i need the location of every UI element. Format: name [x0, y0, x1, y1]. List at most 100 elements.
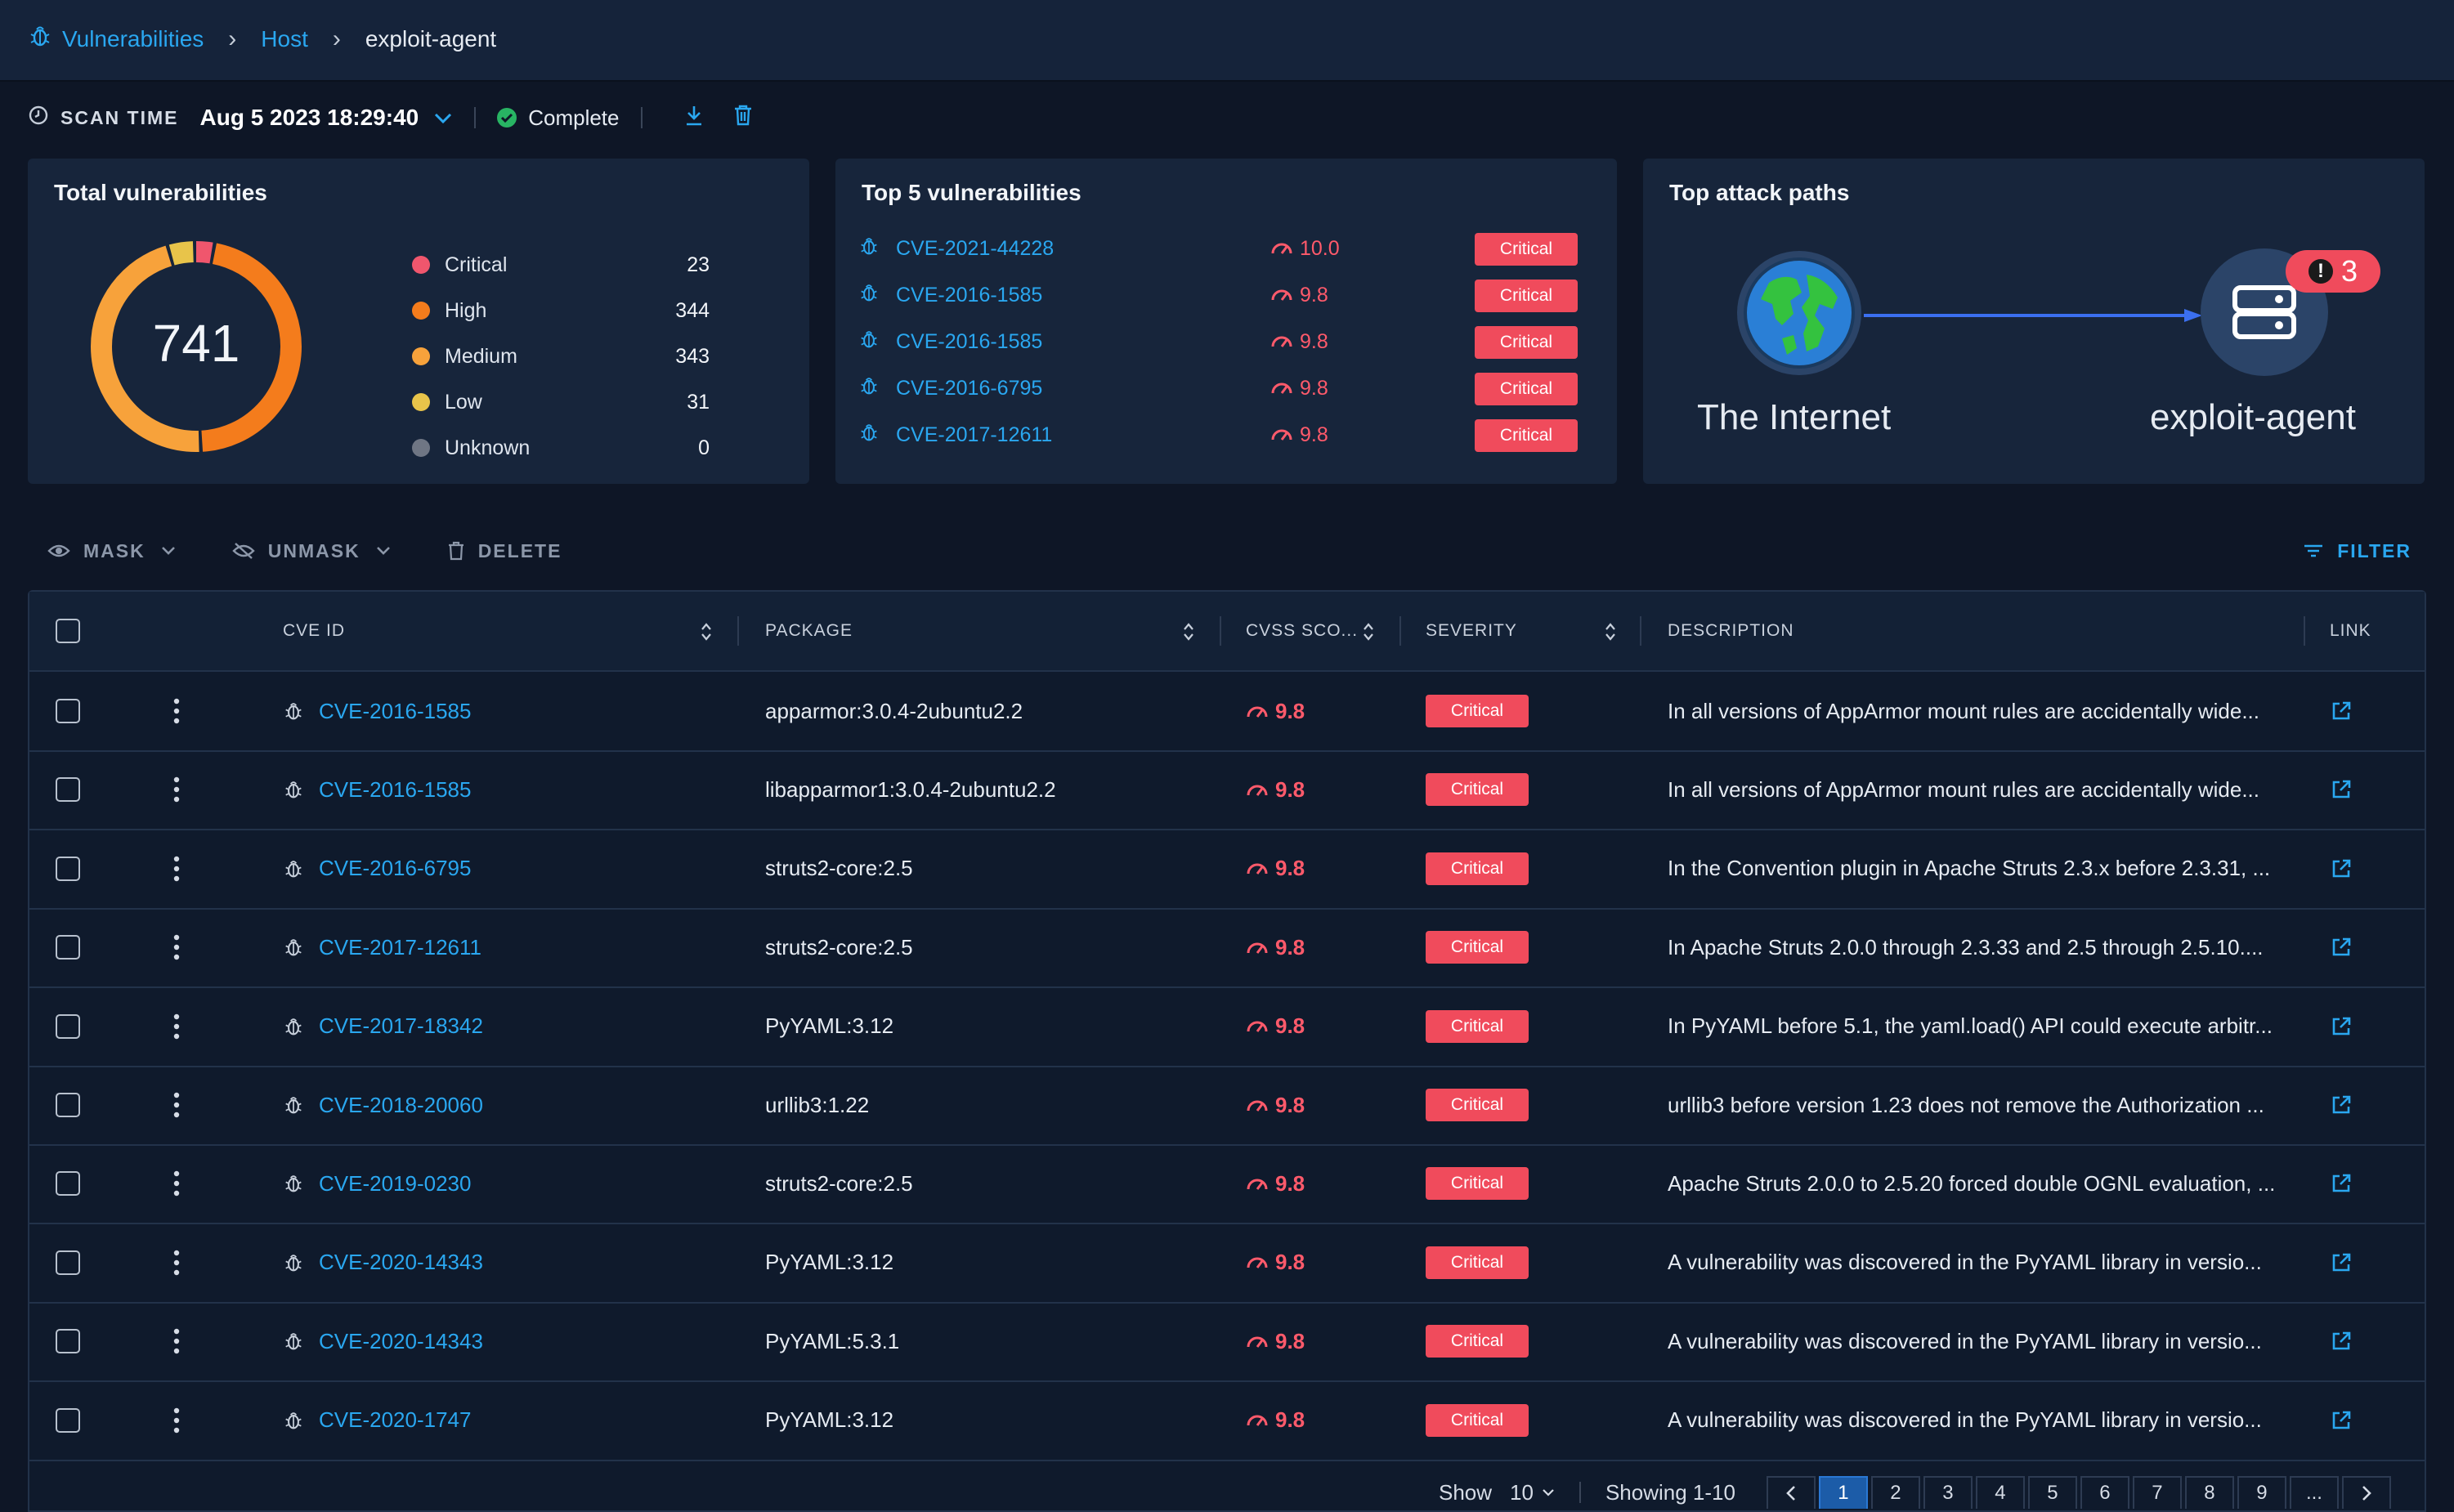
page-button[interactable]: 3 [1923, 1476, 1973, 1509]
row-menu-icon[interactable] [173, 1066, 180, 1144]
row-checkbox[interactable] [56, 987, 80, 1066]
row-checkbox[interactable] [56, 672, 80, 750]
row-checkbox[interactable] [56, 1066, 80, 1144]
external-link-icon[interactable] [2330, 1144, 2353, 1223]
table-row[interactable]: CVE-2018-20060 urllib3:1.22 9.8 Critical url… [29, 1066, 2425, 1146]
page-button[interactable]: 1 [1818, 1476, 1868, 1509]
sort-icon[interactable] [1182, 621, 1195, 642]
page-size-select[interactable]: 10 [1510, 1480, 1555, 1505]
header-package[interactable]: PACKAGE [765, 621, 853, 640]
row-menu-icon[interactable] [173, 908, 180, 986]
sort-icon[interactable] [1362, 621, 1375, 642]
table-row[interactable]: CVE-2017-18342 PyYAML:3.12 9.8 Critical In P… [29, 987, 2425, 1067]
cve-link[interactable]: CVE-2020-14343 [319, 1250, 483, 1275]
table-row[interactable]: CVE-2020-14343 PyYAML:3.12 9.8 Critical A vu… [29, 1223, 2425, 1304]
table-row[interactable]: CVE-2016-1585 libapparmor1:3.0.4-2ubuntu2… [29, 750, 2425, 831]
external-link-icon[interactable] [2330, 987, 2353, 1066]
clock-icon [28, 105, 49, 132]
table-row[interactable]: CVE-2019-0230 struts2-core:2.5 9.8 Critical… [29, 1144, 2425, 1225]
severity-badge: Critical [1426, 773, 1529, 807]
breadcrumb-vulnerabilities[interactable]: Vulnerabilities [62, 25, 204, 51]
cve-link[interactable]: CVE-2017-12611 [896, 423, 1053, 446]
external-link-icon[interactable] [2330, 908, 2353, 986]
row-checkbox[interactable] [56, 1144, 80, 1223]
table-row[interactable]: CVE-2020-1747 PyYAML:3.12 9.8 Critical A vul… [29, 1381, 2425, 1461]
row-menu-icon[interactable] [173, 1302, 180, 1380]
row-checkbox[interactable] [56, 750, 80, 829]
cve-link[interactable]: CVE-2016-6795 [896, 377, 1043, 400]
row-checkbox[interactable] [56, 1223, 80, 1302]
cve-link[interactable]: CVE-2020-14343 [319, 1328, 483, 1353]
cve-link[interactable]: CVE-2019-0230 [319, 1170, 472, 1196]
page-button[interactable]: 2 [1870, 1476, 1920, 1509]
row-menu-icon[interactable] [173, 830, 180, 908]
header-cve-id[interactable]: CVE ID [283, 621, 346, 640]
filter-icon [2304, 544, 2323, 557]
column-divider [2304, 616, 2305, 646]
unmask-button[interactable]: UNMASK [232, 540, 405, 562]
row-checkbox[interactable] [56, 830, 80, 908]
page-button[interactable]: 7 [2132, 1476, 2182, 1509]
row-menu-icon[interactable] [173, 1381, 180, 1460]
row-checkbox[interactable] [56, 1381, 80, 1460]
cve-link[interactable]: CVE-2016-6795 [319, 856, 472, 881]
download-icon[interactable] [683, 104, 705, 132]
severity-cell: Critical [1426, 830, 1529, 908]
table-row[interactable]: CVE-2016-1585 apparmor:3.0.4-2ubuntu2.2 9.… [29, 672, 2425, 752]
external-link-icon[interactable] [2330, 1381, 2353, 1460]
chevron-down-icon[interactable] [433, 105, 453, 131]
cve-link[interactable]: CVE-2017-12611 [319, 934, 481, 960]
sort-icon[interactable] [1604, 621, 1617, 642]
row-menu-icon[interactable] [173, 987, 180, 1066]
external-link-icon[interactable] [2330, 672, 2353, 750]
mask-button[interactable]: MASK [47, 540, 190, 562]
filter-button[interactable]: FILTER [2303, 536, 2411, 566]
trash-icon [448, 541, 463, 561]
external-link-icon[interactable] [2330, 1066, 2353, 1144]
row-menu-icon[interactable] [173, 1223, 180, 1302]
row-checkbox[interactable] [56, 908, 80, 986]
trash-icon[interactable] [732, 104, 754, 132]
cve-link[interactable]: CVE-2016-1585 [896, 330, 1043, 353]
cve-link[interactable]: CVE-2016-1585 [319, 698, 472, 723]
scan-time-value[interactable]: Aug 5 2023 18:29:40 [199, 105, 419, 130]
page-button[interactable]: ... [2289, 1476, 2339, 1509]
breadcrumb: Vulnerabilities › Host › exploit-agent [29, 25, 496, 53]
cve-link[interactable]: CVE-2018-20060 [319, 1092, 483, 1117]
page-button[interactable]: 4 [1975, 1476, 2025, 1509]
cvss-score: 9.8 [1246, 1066, 1305, 1144]
sort-icon[interactable] [700, 621, 713, 642]
external-link-icon[interactable] [2330, 750, 2353, 829]
table-row[interactable]: CVE-2017-12611 struts2-core:2.5 9.8 Critica… [29, 908, 2425, 989]
page-button[interactable]: 8 [2184, 1476, 2234, 1509]
globe-icon[interactable] [1736, 250, 1862, 376]
external-link-icon[interactable] [2330, 1302, 2353, 1380]
page-button[interactable]: 9 [2237, 1476, 2286, 1509]
top5-item: CVE-2021-44228 10.0 Critical [860, 226, 1612, 272]
page-button[interactable]: 6 [2080, 1476, 2129, 1509]
cve-link[interactable]: CVE-2016-1585 [319, 776, 472, 802]
cve-link[interactable]: CVE-2017-18342 [319, 1013, 483, 1039]
delete-button[interactable]: DELETE [447, 540, 562, 562]
row-checkbox[interactable] [56, 1302, 80, 1380]
external-link-icon[interactable] [2330, 1223, 2353, 1302]
breadcrumb-host[interactable]: Host [261, 25, 308, 51]
prev-page-button[interactable] [1766, 1476, 1816, 1509]
select-all-checkbox[interactable] [56, 592, 80, 670]
showing-range: Showing 1-10 [1605, 1479, 1735, 1505]
next-page-button[interactable] [2341, 1476, 2391, 1509]
cve-link[interactable]: CVE-2020-1747 [319, 1407, 472, 1433]
row-menu-icon[interactable] [173, 750, 180, 829]
cve-link[interactable]: CVE-2016-1585 [896, 284, 1043, 306]
cve-link[interactable]: CVE-2021-44228 [896, 237, 1055, 260]
header-severity[interactable]: SEVERITY [1426, 621, 1517, 640]
row-menu-icon[interactable] [173, 672, 180, 750]
page-button[interactable]: 5 [2027, 1476, 2077, 1509]
external-link-icon[interactable] [2330, 830, 2353, 908]
legend-dot [412, 439, 430, 457]
header-cvss-score[interactable]: CVSS SCO... [1246, 621, 1359, 640]
table-row[interactable]: CVE-2016-6795 struts2-core:2.5 9.8 Critical… [29, 830, 2425, 910]
table-row[interactable]: CVE-2020-14343 PyYAML:5.3.1 9.8 Critical A v… [29, 1302, 2425, 1383]
gauge-icon [1246, 1013, 1269, 1039]
row-menu-icon[interactable] [173, 1144, 180, 1223]
